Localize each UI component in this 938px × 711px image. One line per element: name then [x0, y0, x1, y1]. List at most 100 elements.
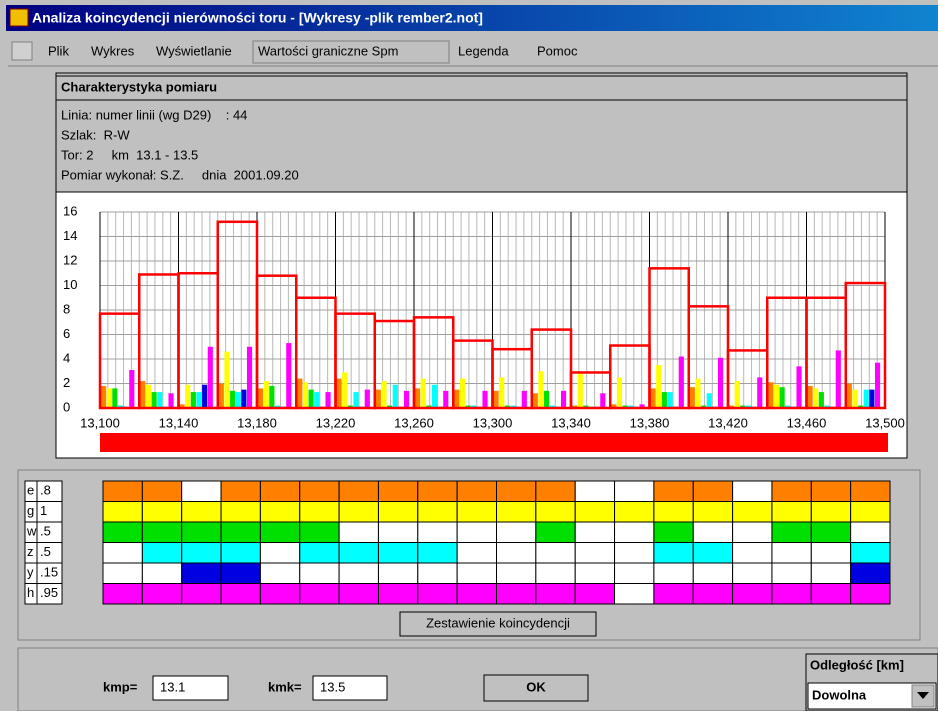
- coincidence-cell: [102, 480, 143, 502]
- bar: [403, 390, 410, 408]
- coincidence-cell: [102, 501, 143, 523]
- table-frame: [17, 469, 921, 641]
- coincidence-cell: [417, 521, 458, 543]
- menu-item[interactable]: Legenda: [458, 43, 509, 58]
- coincidence-cell: [732, 583, 773, 605]
- range-bar: [100, 433, 888, 452]
- bar: [112, 388, 118, 408]
- bar: [224, 351, 230, 408]
- bar: [336, 378, 342, 408]
- x-tick-label: 13,340: [551, 415, 591, 430]
- coincidence-cell: [653, 501, 694, 523]
- coincidence-cell: [377, 480, 419, 502]
- coincidence-cell: [850, 562, 891, 584]
- bar: [431, 384, 438, 408]
- bar: [796, 366, 802, 408]
- dropdown-arrow: [917, 692, 929, 699]
- menu-item[interactable]: Pomoc: [537, 43, 578, 58]
- coincidence-cell: [732, 562, 773, 584]
- y-tick-label: 6: [63, 326, 70, 341]
- bar: [157, 392, 163, 408]
- bar: [639, 404, 645, 408]
- coincidence-cell: [810, 542, 852, 564]
- kmp-input[interactable]: [152, 675, 229, 701]
- title-bar: [6, 5, 938, 31]
- bar: [190, 392, 196, 408]
- threshold-label: .15: [40, 565, 58, 580]
- info-heading: Charakterystyka pomiaru: [61, 79, 217, 94]
- limit-step: [844, 281, 887, 410]
- coincidence-cell: [220, 583, 261, 605]
- y-tick-label: 2: [63, 375, 70, 390]
- coincidence-cell: [220, 501, 261, 523]
- coincidence-cell: [850, 521, 891, 543]
- menu-item[interactable]: Wyświetlanie: [156, 43, 232, 58]
- bar: [454, 389, 460, 408]
- coincidence-cell: [732, 501, 773, 523]
- bar: [185, 384, 191, 408]
- coincidence-cell: [259, 562, 301, 584]
- coincidence-cell: [417, 480, 458, 502]
- bar: [353, 392, 359, 408]
- coincidence-cell: [771, 583, 812, 605]
- y-tick-label: 14: [63, 228, 77, 243]
- coincidence-cell: [614, 583, 655, 605]
- bar: [179, 404, 185, 408]
- coincidence-cell: [299, 562, 340, 584]
- bar: [443, 390, 449, 408]
- coincidence-cell: [496, 542, 537, 564]
- coincidence-cell: [181, 583, 222, 605]
- menu-item[interactable]: Plik: [48, 43, 69, 58]
- bar: [717, 357, 724, 408]
- bar: [835, 350, 841, 408]
- menu-icon[interactable]: [11, 41, 33, 61]
- bar: [263, 381, 269, 408]
- bar: [459, 378, 466, 408]
- x-tick-label: 13,100: [80, 415, 120, 430]
- coincidence-cell: [456, 480, 497, 502]
- coincidence-cell: [102, 542, 143, 564]
- menu-item[interactable]: Wartości graniczne Spm: [258, 43, 398, 58]
- bar: [207, 346, 213, 408]
- coincidence-cell: [535, 562, 576, 584]
- bar: [230, 390, 236, 408]
- bar: [656, 365, 662, 408]
- kmk-input[interactable]: [312, 675, 388, 701]
- coincidence-cell: [102, 521, 143, 543]
- bar: [241, 389, 247, 408]
- coincidence-cell: [141, 521, 183, 543]
- menu-item[interactable]: Wykres: [91, 43, 135, 58]
- summary-button[interactable]: [399, 611, 597, 637]
- bar: [151, 392, 157, 408]
- coincidence-cell: [653, 542, 694, 564]
- coincidence-cell: [456, 521, 497, 543]
- coincidence-cell: [810, 480, 852, 502]
- x-tick-label: 13,420: [708, 415, 748, 430]
- menu-item-box[interactable]: [252, 40, 450, 64]
- ok-button[interactable]: [483, 674, 589, 702]
- y-tick-label: 4: [63, 350, 70, 365]
- limit-step: [530, 328, 573, 410]
- coincidence-cell: [338, 521, 379, 543]
- coincidence-cell: [141, 583, 183, 605]
- coincidence-cell: [338, 583, 379, 605]
- info-header: [55, 75, 908, 101]
- bar: [145, 384, 152, 408]
- coincidence-cell: [141, 542, 183, 564]
- coincidence-cell: [417, 583, 458, 605]
- threshold-label: .95: [40, 585, 58, 600]
- bar: [577, 372, 583, 408]
- coincidence-cell: [732, 542, 773, 564]
- coincidence-cell: [456, 583, 497, 605]
- row-name: e: [27, 483, 34, 498]
- kmk-value: 13.5: [320, 679, 345, 694]
- coincidence-cell: [496, 521, 537, 543]
- bar: [611, 404, 617, 408]
- y-tick-label: 8: [63, 301, 70, 316]
- bar: [678, 356, 684, 408]
- coincidence-cell: [259, 521, 301, 543]
- coincidence-cell: [299, 480, 340, 502]
- coincidence-cell: [810, 521, 852, 543]
